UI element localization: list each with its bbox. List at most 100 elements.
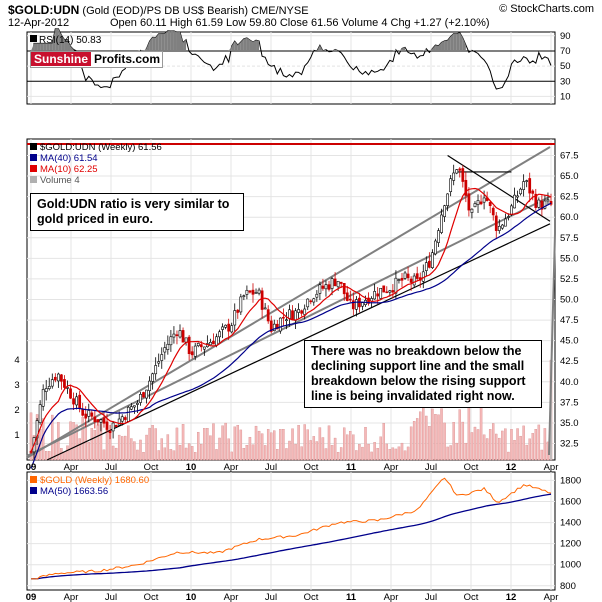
rsi-panel-frame [26,31,556,105]
watermark: © StockCharts.com [499,3,594,15]
volume-bar [449,445,452,461]
candle-body [488,202,492,206]
volume-bar [127,425,130,461]
volume-bar [245,445,249,461]
volume-bar [200,444,203,461]
candle-body [117,418,121,426]
volume-bar [525,444,528,461]
volume-bar [370,451,373,461]
candle-body [303,308,307,315]
candle-body [355,299,358,310]
candle-body [233,310,237,326]
rsi-overbought-fill [444,40,448,51]
gold-tick-label: 1400 [560,518,581,529]
rsi-overbought-fill [459,32,463,51]
candle-body [342,282,346,295]
volume-bar [102,449,106,461]
x-tick-label-main: Jul [265,462,277,473]
volume-bar [412,421,416,461]
rsi-overbought-fill [40,43,44,51]
ma10-line [30,187,552,453]
rsi-overbought-fill [183,39,187,51]
logo-part2: Profits.com [94,52,161,66]
candle-body [78,394,82,409]
candle-body [513,194,516,209]
rsi-overbought-fill [143,48,147,51]
price-tick-label: 65.0 [560,171,579,182]
candle-body [348,298,352,301]
volume-bar [48,451,51,461]
candle-body [388,290,392,293]
candle-body [415,273,419,279]
candle-body [406,273,410,279]
volume-bar [78,438,81,461]
volume-bar [87,441,91,461]
candle-body [546,199,550,202]
rsi-overbought-fill [468,50,472,51]
price-tick-label: 37.5 [560,397,579,408]
candle-body [443,205,446,217]
price-tick-label: 57.5 [560,233,579,244]
candle-body [108,430,112,434]
rsi-overbought-fill [447,36,451,51]
rsi-overbought-fill [146,41,150,51]
rsi-tick-label: 70 [560,46,571,57]
candle-body [458,168,462,171]
rsi-tick-label: 30 [560,76,571,87]
rsi-overbought-fill [64,39,68,51]
volume-bar [72,422,75,461]
candle-body [199,344,203,348]
candle-body [239,296,243,313]
x-tick-label-gold: Apr [384,592,399,602]
candle-body [72,398,75,405]
volume-bar [212,423,215,461]
candle-body [449,178,453,192]
volume-bar [93,430,97,461]
gold-tick-label: 1000 [560,560,581,571]
candle-body [437,230,440,243]
rsi-overbought-fill [462,37,466,51]
upper-channel-line [26,146,551,459]
gold-ma50-line [30,493,552,580]
volume-bar [263,445,267,461]
volume-bar [349,431,352,461]
candle-body [63,379,66,388]
candle-body [461,168,465,182]
candle-body [525,180,529,182]
price-tick-label: 40.0 [560,377,579,388]
volume-bar [342,427,346,461]
volume-bar [385,443,389,461]
candle-body [184,337,188,343]
volume-bar [394,448,398,461]
x-tick-label-gold: Apr [224,592,239,602]
volume-bar [221,425,224,461]
volume-bar [117,434,121,461]
volume-bar [139,439,142,461]
x-tick-label-main: 09 [26,462,37,473]
candle-body [133,405,136,408]
x-tick-label-gold: Apr [544,592,559,602]
gold-legend-swatch [30,476,37,483]
candle-body [345,292,349,301]
rsi-overbought-fill [234,41,238,51]
rsi-overbought-fill [52,28,56,51]
candle-body [87,410,91,417]
candle-body [142,392,145,398]
volume-bar [270,432,273,461]
candle-body [491,207,495,216]
candle-body [224,324,227,328]
candle-body [96,419,100,423]
candle-body [318,284,322,294]
volume-bar [519,435,522,461]
rsi-overbought-fill [398,48,402,51]
candle-body [242,295,246,297]
candle-body [269,320,273,332]
candle-body [479,201,483,205]
candle-body [312,298,316,303]
candle-body [531,190,535,194]
candle-body [163,347,167,353]
candle-body [400,277,404,281]
volume-bar [464,442,468,461]
x-tick-label-main: Oct [144,462,159,473]
